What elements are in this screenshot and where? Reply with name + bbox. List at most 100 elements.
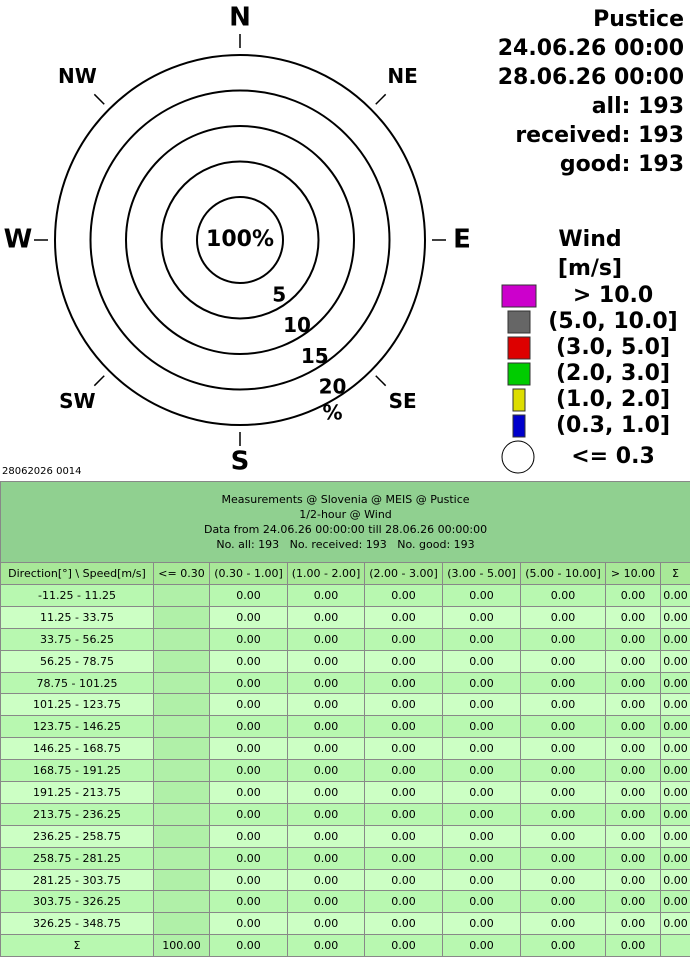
ring-unit: % (322, 401, 342, 425)
table-cell: 0.00 (364, 627, 443, 651)
table-cell: 0.00 (659, 605, 690, 629)
table-cell: 11.25 - 33.75 (0, 605, 154, 629)
table-cell: 0.00 (364, 802, 443, 826)
table-cell: 0.00 (442, 912, 521, 936)
table-cell: 0.00 (287, 846, 365, 870)
direction-label: SE (389, 389, 417, 413)
direction-label: NE (387, 64, 417, 88)
table-cell: 0.00 (209, 824, 288, 848)
table-cell: 0.00 (442, 802, 521, 826)
table-cell: 191.25 - 213.75 (0, 781, 154, 804)
table-cell: 0.00 (287, 584, 365, 607)
table-cell: 78.75 - 101.25 (0, 671, 154, 695)
table-cell: Σ (659, 562, 690, 585)
info-line: good: 193 (560, 152, 684, 177)
table-cell: 0.00 (209, 802, 288, 826)
legend-swatch (501, 284, 537, 308)
table-cell: 0.00 (442, 649, 521, 673)
table-cell: 0.00 (520, 649, 606, 673)
table-cell: 0.00 (209, 846, 288, 870)
table-cell: 0.00 (287, 802, 365, 826)
table-cell: 0.00 (364, 934, 443, 958)
data-table: Measurements @ Slovenia @ MEIS @ Pustice… (0, 481, 690, 958)
table-cell: 0.00 (209, 890, 288, 914)
direction-tick (93, 375, 105, 387)
table-cell: 0.00 (520, 693, 606, 717)
table-cell (153, 912, 210, 936)
ring (125, 125, 355, 355)
direction-tick (375, 375, 387, 387)
title-line: Measurements @ Slovenia @ MEIS @ Pustice (221, 493, 470, 506)
table-cell: 0.00 (520, 627, 606, 651)
table-cell: (5.00 - 10.00] (520, 562, 606, 585)
table-cell: 0.00 (287, 868, 365, 892)
table-row: 281.25 - 303.75 0.00 0.00 0.00 0.00 0.00 0.00 0… (0, 868, 690, 892)
table-cell: 0.00 (605, 627, 661, 651)
table-cell: 0.00 (605, 912, 661, 936)
table-cell: 123.75 - 146.25 (0, 715, 154, 739)
table-cell: 0.00 (520, 868, 606, 892)
table-cell (153, 605, 210, 629)
table-cell: (2.00 - 3.00] (364, 562, 443, 585)
direction-label: W (4, 225, 33, 255)
table-cell: 0.00 (442, 627, 521, 651)
table-cell: 0.00 (287, 759, 365, 783)
info-line: 28.06.26 00:00 (498, 65, 684, 90)
footer-id: 28062026 0014 (2, 466, 82, 477)
table-cell: 0.00 (659, 802, 690, 826)
title-line: No. all: 193 No. received: 193 No. good:… (216, 538, 475, 551)
table-cell (153, 627, 210, 651)
table-cell: 0.00 (287, 890, 365, 914)
table-cell: 0.00 (659, 868, 690, 892)
table-cell: 0.00 (520, 912, 606, 936)
table-cell: (1.00 - 2.00] (287, 562, 365, 585)
legend-label: (1.0, 2.0] (556, 387, 670, 412)
table-cell: 0.00 (605, 649, 661, 673)
table-cell: 0.00 (520, 890, 606, 914)
table-cell: 0.00 (364, 890, 443, 914)
table-row: 146.25 - 168.75 0.00 0.00 0.00 0.00 0.00 0.00 0… (0, 737, 690, 761)
table-cell (153, 715, 210, 739)
table-cell: 0.00 (520, 824, 606, 848)
legend-label: (5.0, 10.0] (548, 309, 677, 334)
table-cell: 0.00 (209, 605, 288, 629)
table-row: 191.25 - 213.75 0.00 0.00 0.00 0.00 0.00 0.00 0… (0, 781, 690, 804)
table-cell: 0.00 (659, 781, 690, 804)
table-cell: 0.00 (605, 802, 661, 826)
table-cell: 0.00 (209, 737, 288, 761)
table-cell: 168.75 - 191.25 (0, 759, 154, 783)
table-cell: 258.75 - 281.25 (0, 846, 154, 870)
ring (54, 54, 426, 426)
table-cell: 213.75 - 236.25 (0, 802, 154, 826)
legend-swatch (512, 414, 526, 438)
table-cell: 0.00 (364, 649, 443, 673)
table-cell: 146.25 - 168.75 (0, 737, 154, 761)
legend-label: (0.3, 1.0] (556, 413, 670, 438)
table-cell: 0.00 (520, 671, 606, 695)
table-cell: 0.00 (520, 846, 606, 870)
table-cell: 56.25 - 78.75 (0, 649, 154, 673)
table-cell: 0.00 (209, 649, 288, 673)
direction-label: N (229, 3, 251, 33)
table-cell: 0.00 (287, 693, 365, 717)
table-cell: 0.00 (364, 671, 443, 695)
table-cell (153, 846, 210, 870)
table-cell: 0.00 (209, 868, 288, 892)
table-cell (153, 802, 210, 826)
table-cell: 0.00 (605, 759, 661, 783)
direction-tick (93, 93, 105, 105)
table-row: 213.75 - 236.25 0.00 0.00 0.00 0.00 0.00 0.00 0… (0, 802, 690, 826)
title-row: Measurements @ Slovenia @ MEIS @ Pustice… (0, 481, 690, 563)
table-cell: 0.00 (659, 737, 690, 761)
table-cell: 0.00 (287, 605, 365, 629)
table-cell: 0.00 (209, 584, 288, 607)
table-cell: 0.00 (364, 584, 443, 607)
info-line: Pustice (593, 7, 684, 32)
table-cell: 0.00 (659, 584, 690, 607)
table-cell: 0.00 (659, 671, 690, 695)
direction-tick (375, 93, 387, 105)
table-cell: 0.00 (520, 802, 606, 826)
table-row: 258.75 - 281.25 0.00 0.00 0.00 0.00 0.00 0.00 0… (0, 846, 690, 870)
table-cell: 0.00 (520, 759, 606, 783)
table-cell (153, 649, 210, 673)
